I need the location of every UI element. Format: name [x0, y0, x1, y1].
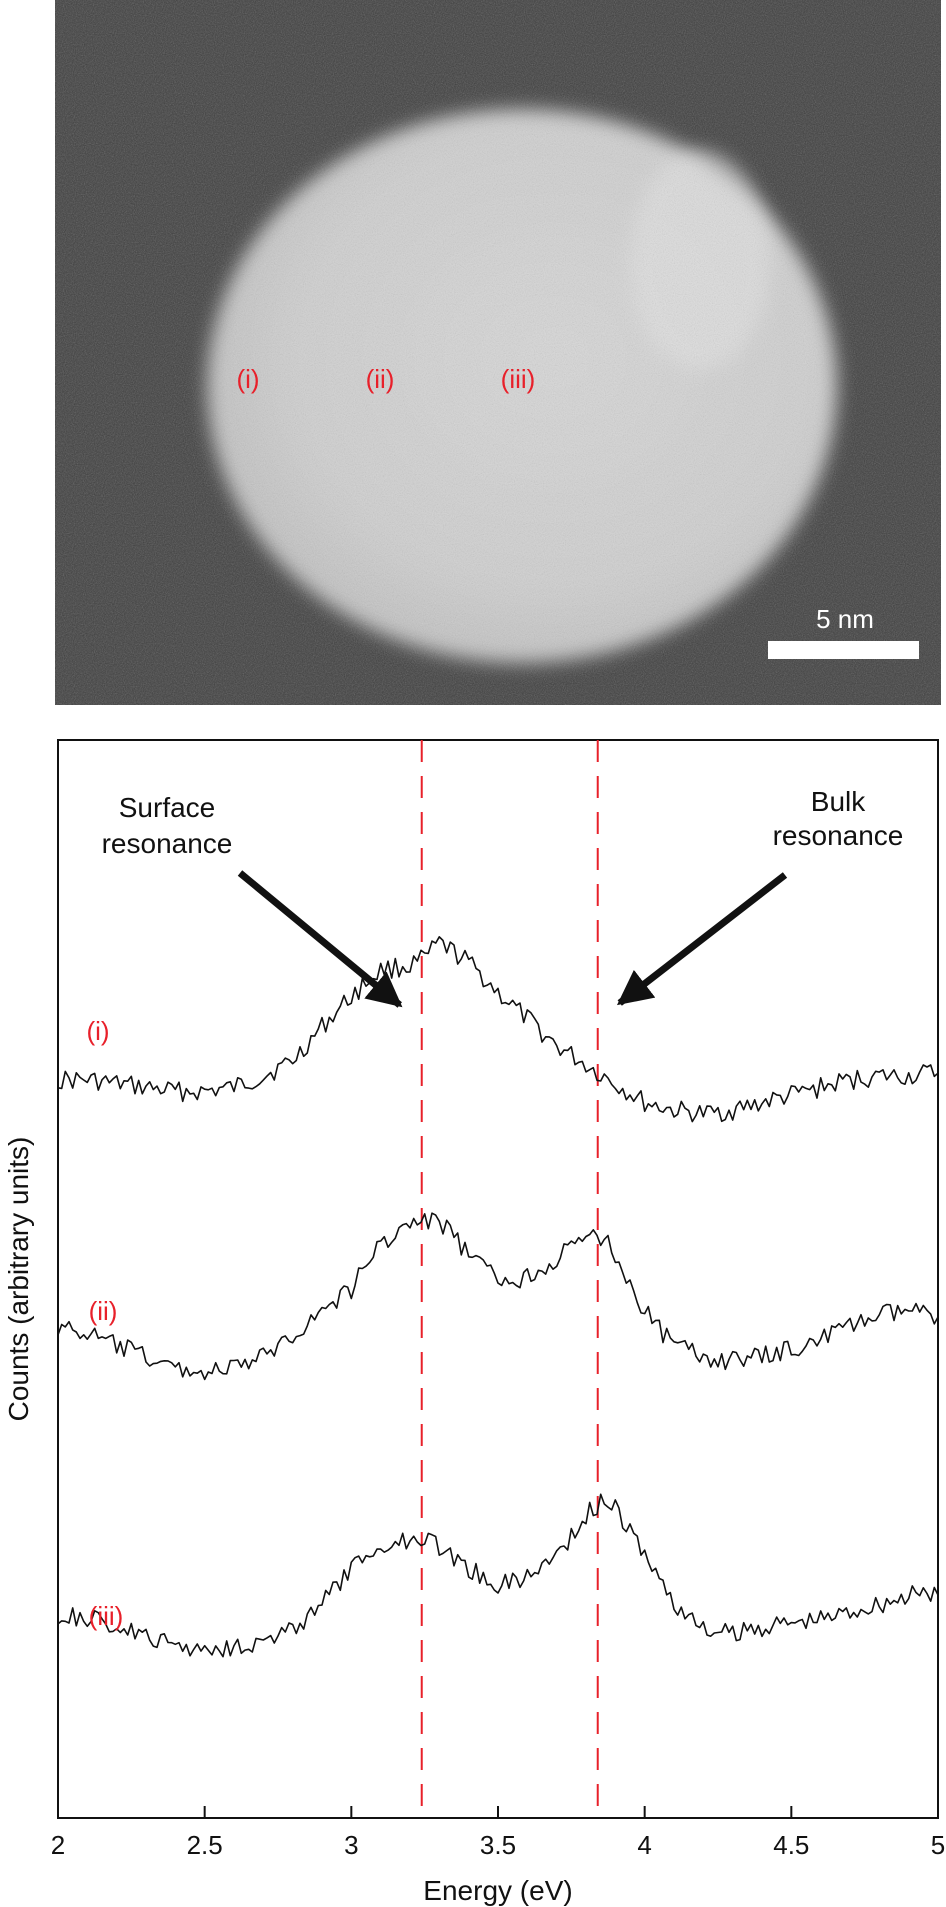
- y-axis-label: Counts (arbitrary units): [3, 1137, 34, 1422]
- annotation-1-line-1: Surface: [119, 792, 216, 823]
- x-axis-ticks: 2 2.5 3 3.5 4 4.5 5: [51, 1806, 945, 1860]
- annotation-2-line-1: Bulk: [811, 786, 866, 817]
- x-tick-label-6: 5: [931, 1830, 945, 1860]
- reference-lines: [420, 740, 599, 1818]
- scale-bar-label: 5 nm: [816, 604, 874, 634]
- series-label-1: (i): [86, 1016, 109, 1046]
- series-labels: (i) (ii) (iii): [86, 1016, 123, 1631]
- region-label-iii: (iii): [501, 364, 536, 394]
- scale-bar: [768, 641, 919, 659]
- series-layer: [57, 935, 939, 1658]
- x-tick-label-5: 4.5: [773, 1830, 809, 1860]
- annotation-2-line-2: resonance: [773, 820, 904, 851]
- series-label-2: (ii): [89, 1296, 118, 1326]
- spectrum-line-3: [57, 1493, 939, 1658]
- x-axis-label: Energy (eV): [423, 1875, 572, 1906]
- annotation-1-line-2: resonance: [102, 828, 233, 859]
- x-tick-label-4: 4: [637, 1830, 651, 1860]
- spectrum-line-1: [57, 935, 939, 1123]
- annotation-arrow-2: [616, 872, 788, 1006]
- x-tick-label-0: 2: [51, 1830, 65, 1860]
- spectrum-chart: (i)(ii)(iii) SurfaceresonanceBulkresonan…: [3, 739, 945, 1906]
- x-tick-label-3: 3.5: [480, 1830, 516, 1860]
- micrograph-grain: [55, 0, 941, 705]
- spectrum-line-2: [57, 1212, 939, 1381]
- x-tick-label-2: 3: [344, 1830, 358, 1860]
- region-label-ii: (ii): [366, 364, 395, 394]
- annotation-arrow-1: [237, 870, 403, 1008]
- region-label-i: (i): [236, 364, 259, 394]
- micrograph-panel: (i) (ii) (iii) 5 nm: [55, 0, 941, 705]
- series-label-3: (iii): [89, 1601, 124, 1631]
- x-tick-label-1: 2.5: [187, 1830, 223, 1860]
